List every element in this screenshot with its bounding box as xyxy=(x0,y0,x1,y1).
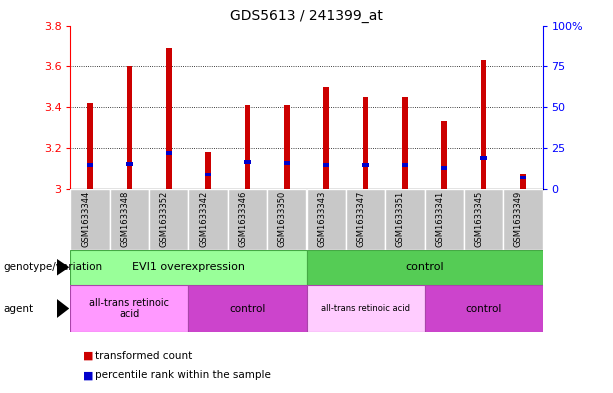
Bar xyxy=(284,105,290,189)
Bar xyxy=(306,189,346,250)
Bar xyxy=(245,160,251,164)
Bar xyxy=(149,189,189,250)
Text: ■: ■ xyxy=(83,370,93,380)
Bar xyxy=(166,151,172,155)
Text: GSM1633342: GSM1633342 xyxy=(199,191,208,247)
Bar xyxy=(306,250,543,285)
Bar xyxy=(424,189,464,250)
Bar xyxy=(205,152,211,189)
Title: GDS5613 / 241399_at: GDS5613 / 241399_at xyxy=(230,9,383,23)
Text: GSM1633351: GSM1633351 xyxy=(396,191,405,247)
Bar xyxy=(362,163,368,167)
Text: GSM1633346: GSM1633346 xyxy=(238,191,248,247)
Bar xyxy=(520,174,526,189)
Bar xyxy=(481,156,487,160)
Bar xyxy=(126,162,132,166)
Bar xyxy=(166,48,172,189)
Bar xyxy=(441,121,447,189)
Bar xyxy=(385,189,424,250)
Text: GSM1633349: GSM1633349 xyxy=(514,191,523,247)
Text: genotype/variation: genotype/variation xyxy=(3,262,102,272)
Bar xyxy=(87,163,93,167)
Bar xyxy=(402,163,408,167)
Text: transformed count: transformed count xyxy=(95,351,192,361)
Bar xyxy=(70,285,189,332)
Polygon shape xyxy=(57,299,69,318)
Text: GSM1633347: GSM1633347 xyxy=(357,191,365,247)
Text: GSM1633345: GSM1633345 xyxy=(474,191,484,247)
Bar xyxy=(346,189,385,250)
Text: control: control xyxy=(229,303,265,314)
Text: all-trans retinoic
acid: all-trans retinoic acid xyxy=(89,298,170,319)
Bar xyxy=(323,163,329,167)
Bar xyxy=(228,189,267,250)
Text: ■: ■ xyxy=(83,351,93,361)
Bar xyxy=(464,189,503,250)
Bar xyxy=(70,250,306,285)
Text: GSM1633341: GSM1633341 xyxy=(435,191,444,247)
Bar xyxy=(503,189,543,250)
Bar xyxy=(424,285,543,332)
Bar xyxy=(362,97,368,189)
Text: all-trans retinoic acid: all-trans retinoic acid xyxy=(321,304,410,313)
Text: agent: agent xyxy=(3,303,33,314)
Bar xyxy=(87,103,93,189)
Text: GSM1633343: GSM1633343 xyxy=(317,191,326,247)
Bar xyxy=(284,161,290,165)
Text: GSM1633348: GSM1633348 xyxy=(121,191,129,247)
Bar xyxy=(245,105,251,189)
Bar xyxy=(126,66,132,189)
Bar xyxy=(267,189,306,250)
Bar xyxy=(520,176,526,179)
Text: control: control xyxy=(465,303,501,314)
Text: GSM1633344: GSM1633344 xyxy=(81,191,90,247)
Text: GSM1633352: GSM1633352 xyxy=(160,191,169,247)
Bar xyxy=(402,97,408,189)
Bar xyxy=(323,87,329,189)
Text: percentile rank within the sample: percentile rank within the sample xyxy=(95,370,271,380)
Bar xyxy=(481,60,487,189)
Text: GSM1633350: GSM1633350 xyxy=(278,191,287,247)
Bar xyxy=(189,189,228,250)
Bar xyxy=(70,189,110,250)
Polygon shape xyxy=(57,259,69,275)
Bar xyxy=(441,166,447,170)
Bar xyxy=(110,189,149,250)
Bar xyxy=(306,285,424,332)
Bar xyxy=(189,285,306,332)
Text: EVI1 overexpression: EVI1 overexpression xyxy=(132,262,245,272)
Bar xyxy=(205,173,211,176)
Text: control: control xyxy=(405,262,444,272)
